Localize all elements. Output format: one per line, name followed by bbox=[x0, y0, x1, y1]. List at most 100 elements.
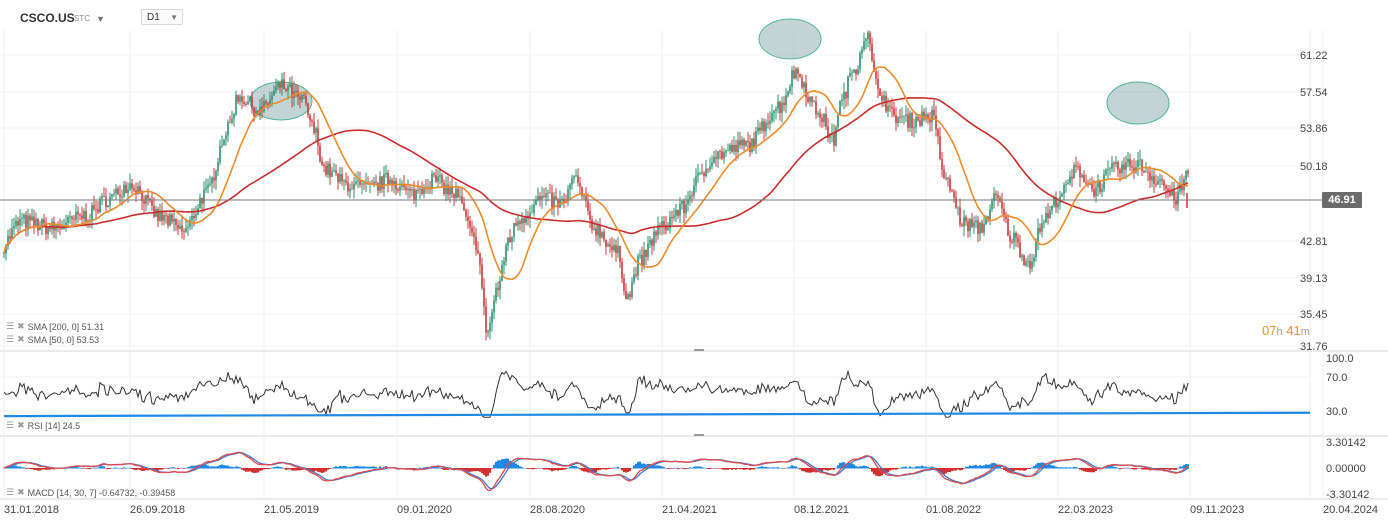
candle-body bbox=[879, 88, 881, 96]
macd-hist-bar bbox=[957, 468, 959, 470]
candle-body bbox=[245, 104, 247, 105]
macd-hist-bar bbox=[425, 467, 427, 469]
candle-body bbox=[503, 261, 505, 266]
macd-hist-bar bbox=[911, 467, 913, 469]
candle-body bbox=[1139, 159, 1141, 161]
macd-hist-bar bbox=[777, 467, 779, 469]
candle-body bbox=[1077, 166, 1079, 168]
macd-hist-bar bbox=[189, 466, 191, 469]
candle-body bbox=[515, 223, 517, 226]
legend-rsi[interactable]: ☰ ✖ RSI [14] 24.5 bbox=[6, 420, 80, 431]
candle-body bbox=[881, 95, 883, 101]
macd-hist-bar bbox=[525, 467, 527, 469]
candle-body bbox=[1099, 181, 1101, 192]
candle-body bbox=[519, 221, 521, 224]
candle-body bbox=[5, 246, 7, 254]
symbol-name[interactable]: CSCO.US bbox=[20, 11, 75, 25]
macd-hist-bar bbox=[325, 468, 327, 472]
macd-hist-bar bbox=[731, 468, 733, 470]
candle-body bbox=[13, 226, 15, 229]
candle-body bbox=[159, 211, 161, 221]
macd-hist-bar bbox=[41, 468, 43, 470]
candle-body bbox=[539, 196, 541, 200]
macd-hist-bar bbox=[1077, 467, 1079, 469]
macd-hist-bar bbox=[239, 467, 241, 469]
candle-body bbox=[43, 219, 45, 224]
candle-body bbox=[1167, 188, 1169, 192]
macd-hist-bar bbox=[1089, 468, 1091, 473]
macd-hist-bar bbox=[509, 460, 511, 469]
candle-body bbox=[645, 249, 647, 258]
candle-body bbox=[1111, 162, 1113, 169]
candle-body bbox=[827, 126, 829, 138]
x-tick-label: 09.01.2020 bbox=[397, 504, 452, 516]
legend-sma200[interactable]: ☰ ✖ SMA [200, 0] 51.31 bbox=[6, 321, 104, 332]
candle-body bbox=[817, 113, 819, 115]
list-icon[interactable]: ☰ bbox=[6, 334, 15, 344]
candle-body bbox=[761, 121, 763, 131]
macd-hist-bar bbox=[621, 468, 623, 471]
macd-hist-bar bbox=[1049, 464, 1051, 469]
candle-body bbox=[913, 127, 915, 129]
macd-hist-bar bbox=[3, 468, 5, 469]
candle-body bbox=[183, 231, 185, 232]
macd-hist-bar bbox=[1021, 468, 1023, 471]
candle-body bbox=[613, 245, 615, 251]
candle-body bbox=[241, 96, 243, 102]
macd-hist-bar bbox=[499, 460, 501, 469]
candle-body bbox=[93, 205, 95, 209]
macd-hist-bar bbox=[1061, 467, 1063, 469]
legend-sma50-label: SMA [50, 0] 53.53 bbox=[27, 334, 100, 345]
macd-hist-bar bbox=[213, 466, 215, 469]
macd-hist-bar bbox=[155, 468, 157, 471]
candle-body bbox=[641, 255, 643, 266]
list-icon[interactable]: ☰ bbox=[6, 420, 15, 430]
symbol-dropdown-icon[interactable]: ▼ bbox=[96, 14, 105, 24]
candle-body bbox=[53, 221, 55, 231]
macd-hist-bar bbox=[897, 468, 899, 470]
macd-hist-bar bbox=[283, 468, 285, 469]
close-icon[interactable]: ✖ bbox=[17, 420, 25, 430]
macd-hist-bar bbox=[643, 463, 645, 469]
candle-body bbox=[209, 183, 211, 185]
macd-hist-bar bbox=[727, 468, 729, 470]
list-icon[interactable]: ☰ bbox=[6, 321, 15, 331]
close-icon[interactable]: ✖ bbox=[17, 334, 25, 344]
candle-body bbox=[1179, 183, 1181, 192]
macd-hist-bar bbox=[1011, 468, 1013, 473]
macd-hist-bar bbox=[719, 468, 721, 469]
macd-hist-bar bbox=[1027, 468, 1029, 469]
list-icon[interactable]: ☰ bbox=[6, 487, 15, 497]
macd-hist-bar bbox=[1057, 467, 1059, 469]
y-tick-label: 39.13 bbox=[1300, 273, 1328, 285]
macd-hist-bar bbox=[875, 468, 877, 476]
candle-body bbox=[385, 172, 387, 175]
macd-hist-bar bbox=[487, 468, 489, 476]
macd-hist-bar bbox=[597, 468, 599, 471]
macd-hist-bar bbox=[127, 467, 129, 469]
macd-hist-bar bbox=[161, 468, 163, 470]
candle-body bbox=[943, 169, 945, 179]
candle-body bbox=[499, 280, 501, 291]
candle-body bbox=[735, 144, 737, 152]
close-icon[interactable]: ✖ bbox=[17, 321, 25, 331]
legend-sma50[interactable]: ☰ ✖ SMA [50, 0] 53.53 bbox=[6, 334, 99, 345]
candle-body bbox=[803, 82, 805, 88]
candle-body bbox=[583, 195, 585, 197]
candle-body bbox=[243, 101, 245, 105]
candle-body bbox=[793, 70, 795, 79]
macd-hist-bar bbox=[263, 468, 265, 470]
candle-body bbox=[823, 114, 825, 123]
timeframe-select[interactable]: D1 ▼ bbox=[141, 9, 183, 25]
macd-hist-bar bbox=[845, 463, 847, 469]
candle-body bbox=[1101, 189, 1103, 192]
macd-hist-bar bbox=[489, 468, 491, 473]
legend-macd[interactable]: ☰ ✖ MACD [14, 30, 7] -0.64732, -0.39458 bbox=[6, 487, 175, 498]
candle-body bbox=[69, 216, 71, 218]
candle-body bbox=[1123, 164, 1125, 170]
close-icon[interactable]: ✖ bbox=[17, 487, 25, 497]
macd-hist-bar bbox=[311, 468, 313, 472]
candle-body bbox=[27, 215, 29, 228]
countdown-m: m bbox=[1300, 326, 1310, 338]
